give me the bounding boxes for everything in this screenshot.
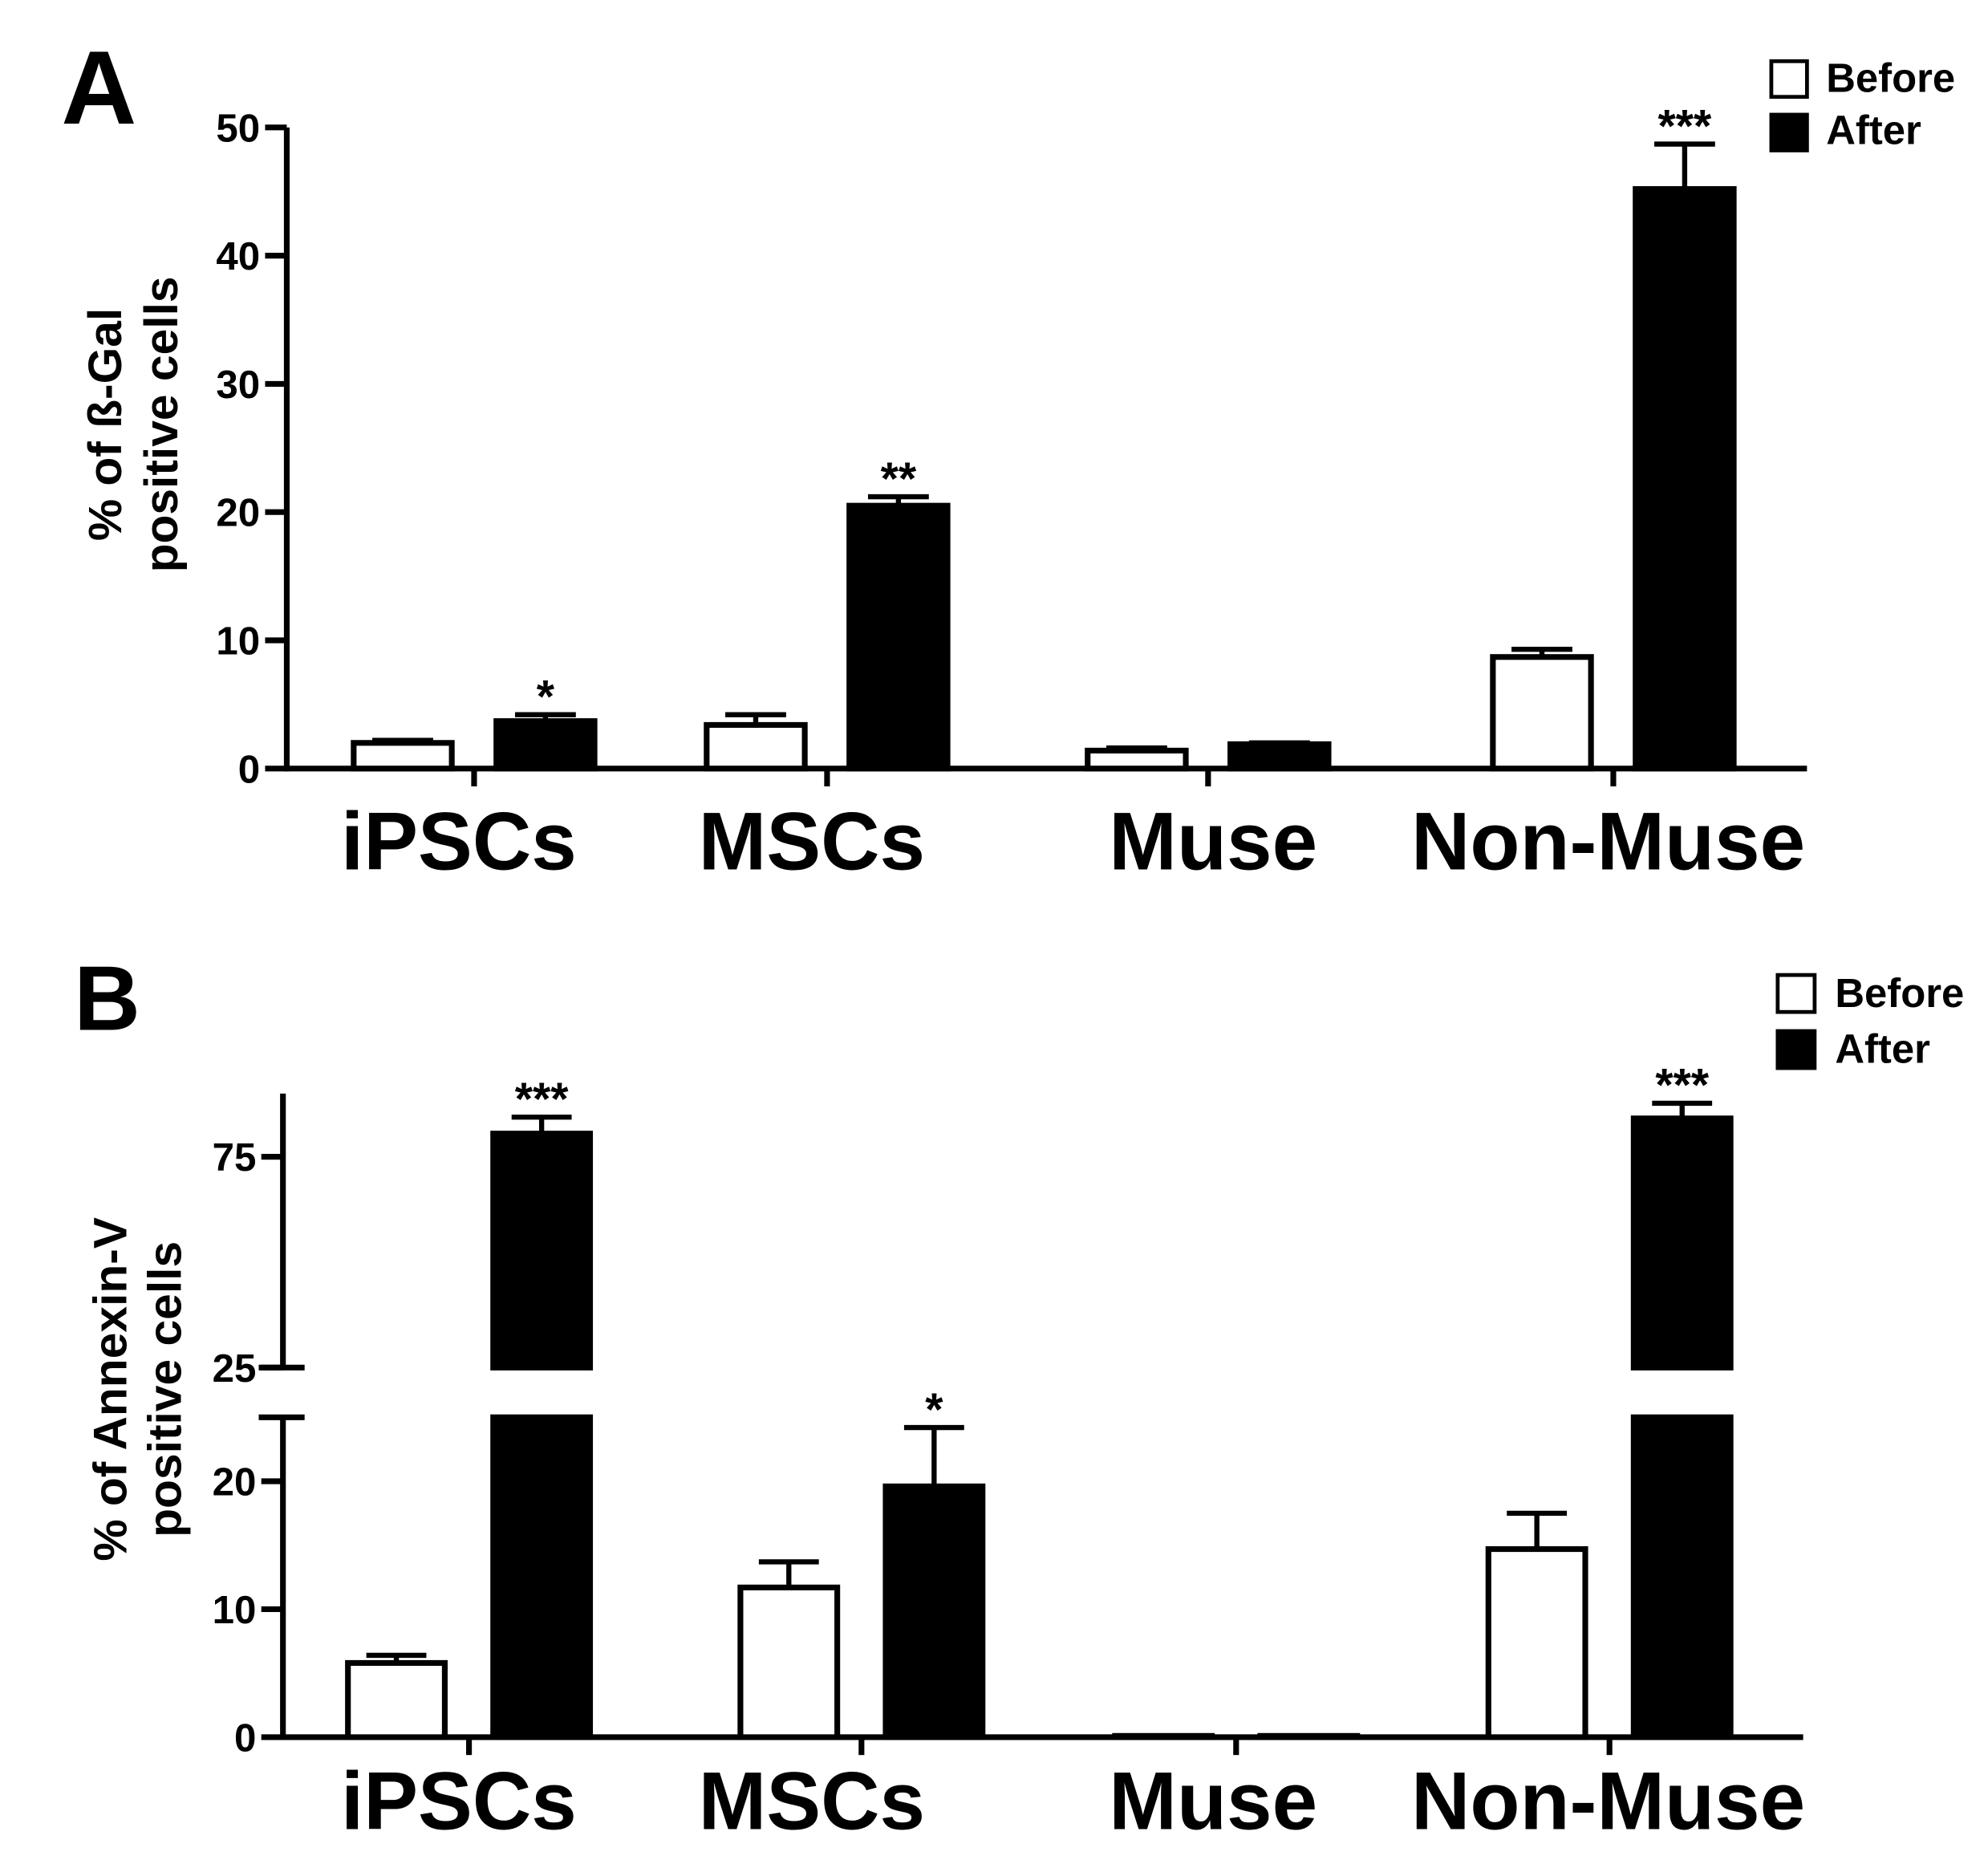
legend-label-before: Before	[1826, 55, 1955, 100]
error-bar-after-mscs	[867, 493, 929, 506]
bar-after-non-muse	[1633, 185, 1737, 772]
bar-before-non-muse	[1485, 1545, 1588, 1740]
bar-before-muse	[1085, 747, 1189, 772]
y-tick-label: 20	[216, 491, 260, 535]
significance-marker-ipscs: ***	[515, 1074, 569, 1125]
significance-marker-non-muse: ***	[1658, 100, 1712, 152]
y-axis-title-line-1: % of Annexin-V	[84, 1217, 136, 1561]
error-bar-before-ipscs	[366, 1652, 427, 1663]
bar-before-non-muse	[1490, 654, 1594, 772]
category-label-muse: Muse	[1109, 1755, 1317, 1846]
error-bar-after-non-muse	[1652, 1100, 1713, 1119]
y-tick-label: 0	[238, 747, 260, 791]
panel-b-chart: B % of Annexin-V positive cells 0 10 20 25 75 iP…	[74, 947, 1964, 1846]
error-bar-before-non-muse	[1507, 1510, 1568, 1549]
y-axis-title-line-2: positive cells	[140, 1241, 192, 1537]
bar-before-ipscs	[345, 1659, 448, 1740]
error-bar-after-ipscs	[511, 1115, 572, 1134]
significance-marker-non-muse: ***	[1655, 1060, 1709, 1111]
bar-after-ipscs-part-2	[490, 1131, 594, 1371]
significance-marker-ipscs: *	[537, 672, 555, 723]
y-tick-label: 50	[216, 106, 260, 150]
panel-b-letter: B	[74, 947, 140, 1050]
y-tick-label: 25	[213, 1346, 257, 1391]
bar-after-muse	[1257, 1732, 1361, 1740]
y-tick-label: 10	[216, 619, 260, 663]
category-label-ipscs: iPSCs	[341, 795, 577, 887]
error-bar-after-muse	[1248, 740, 1310, 746]
bar-after-non-muse-part-1	[1630, 1414, 1734, 1740]
error-bar-before-ipscs	[372, 737, 433, 743]
bar-after-ipscs-part-1	[490, 1414, 594, 1740]
panel-a-chart: A % of ß-Gal positive cells 0 10 20 30 40 50 iPSC…	[61, 29, 1955, 887]
legend-label-before: Before	[1835, 970, 1964, 1016]
bar-before-ipscs	[351, 740, 455, 772]
bar-after-muse	[1227, 741, 1332, 772]
error-bar-before-non-muse	[1511, 647, 1572, 657]
legend-swatch-before	[1775, 973, 1817, 1014]
legend-swatch-after	[1769, 112, 1809, 152]
legend-swatch-after	[1775, 1029, 1817, 1070]
y-axis-title-line-2: positive cells	[136, 276, 188, 572]
error-bar-after-mscs	[903, 1424, 964, 1487]
error-bar-before-muse	[1106, 745, 1167, 751]
category-label-non-muse: Non-Muse	[1411, 1755, 1805, 1846]
bar-before-mscs	[737, 1584, 841, 1740]
bar-after-non-muse-part-2	[1630, 1115, 1734, 1371]
y-tick-label: 10	[213, 1588, 257, 1632]
error-bar-after-non-muse	[1653, 141, 1715, 189]
category-label-muse: Muse	[1109, 795, 1317, 887]
y-tick-label: 40	[216, 234, 260, 278]
y-tick-label: 75	[213, 1135, 257, 1180]
y-axis-title-line-1: % of ß-Gal	[79, 308, 132, 541]
bar-before-muse	[1112, 1732, 1215, 1740]
category-label-mscs: MSCs	[699, 1755, 925, 1846]
bar-after-mscs	[882, 1483, 986, 1740]
category-label-ipscs: iPSCs	[341, 1755, 577, 1846]
legend-swatch-before	[1769, 59, 1809, 99]
significance-marker-mscs: *	[925, 1384, 943, 1436]
y-tick-label: 20	[213, 1460, 257, 1504]
significance-marker-mscs: **	[881, 453, 917, 505]
error-bar-before-mscs	[725, 712, 786, 725]
bar-before-mscs	[704, 721, 808, 772]
category-label-mscs: MSCs	[699, 795, 925, 887]
legend-label-after: After	[1826, 107, 1921, 152]
panel-a-letter: A	[61, 29, 136, 146]
category-label-non-muse: Non-Muse	[1411, 795, 1805, 887]
error-bar-after-ipscs	[514, 712, 576, 721]
y-tick-label: 30	[216, 363, 260, 407]
y-tick-label: 0	[234, 1716, 256, 1760]
bar-after-mscs	[846, 502, 951, 772]
error-bar-before-mscs	[758, 1559, 819, 1588]
bar-after-ipscs	[493, 718, 598, 772]
legend-label-after: After	[1835, 1026, 1930, 1072]
